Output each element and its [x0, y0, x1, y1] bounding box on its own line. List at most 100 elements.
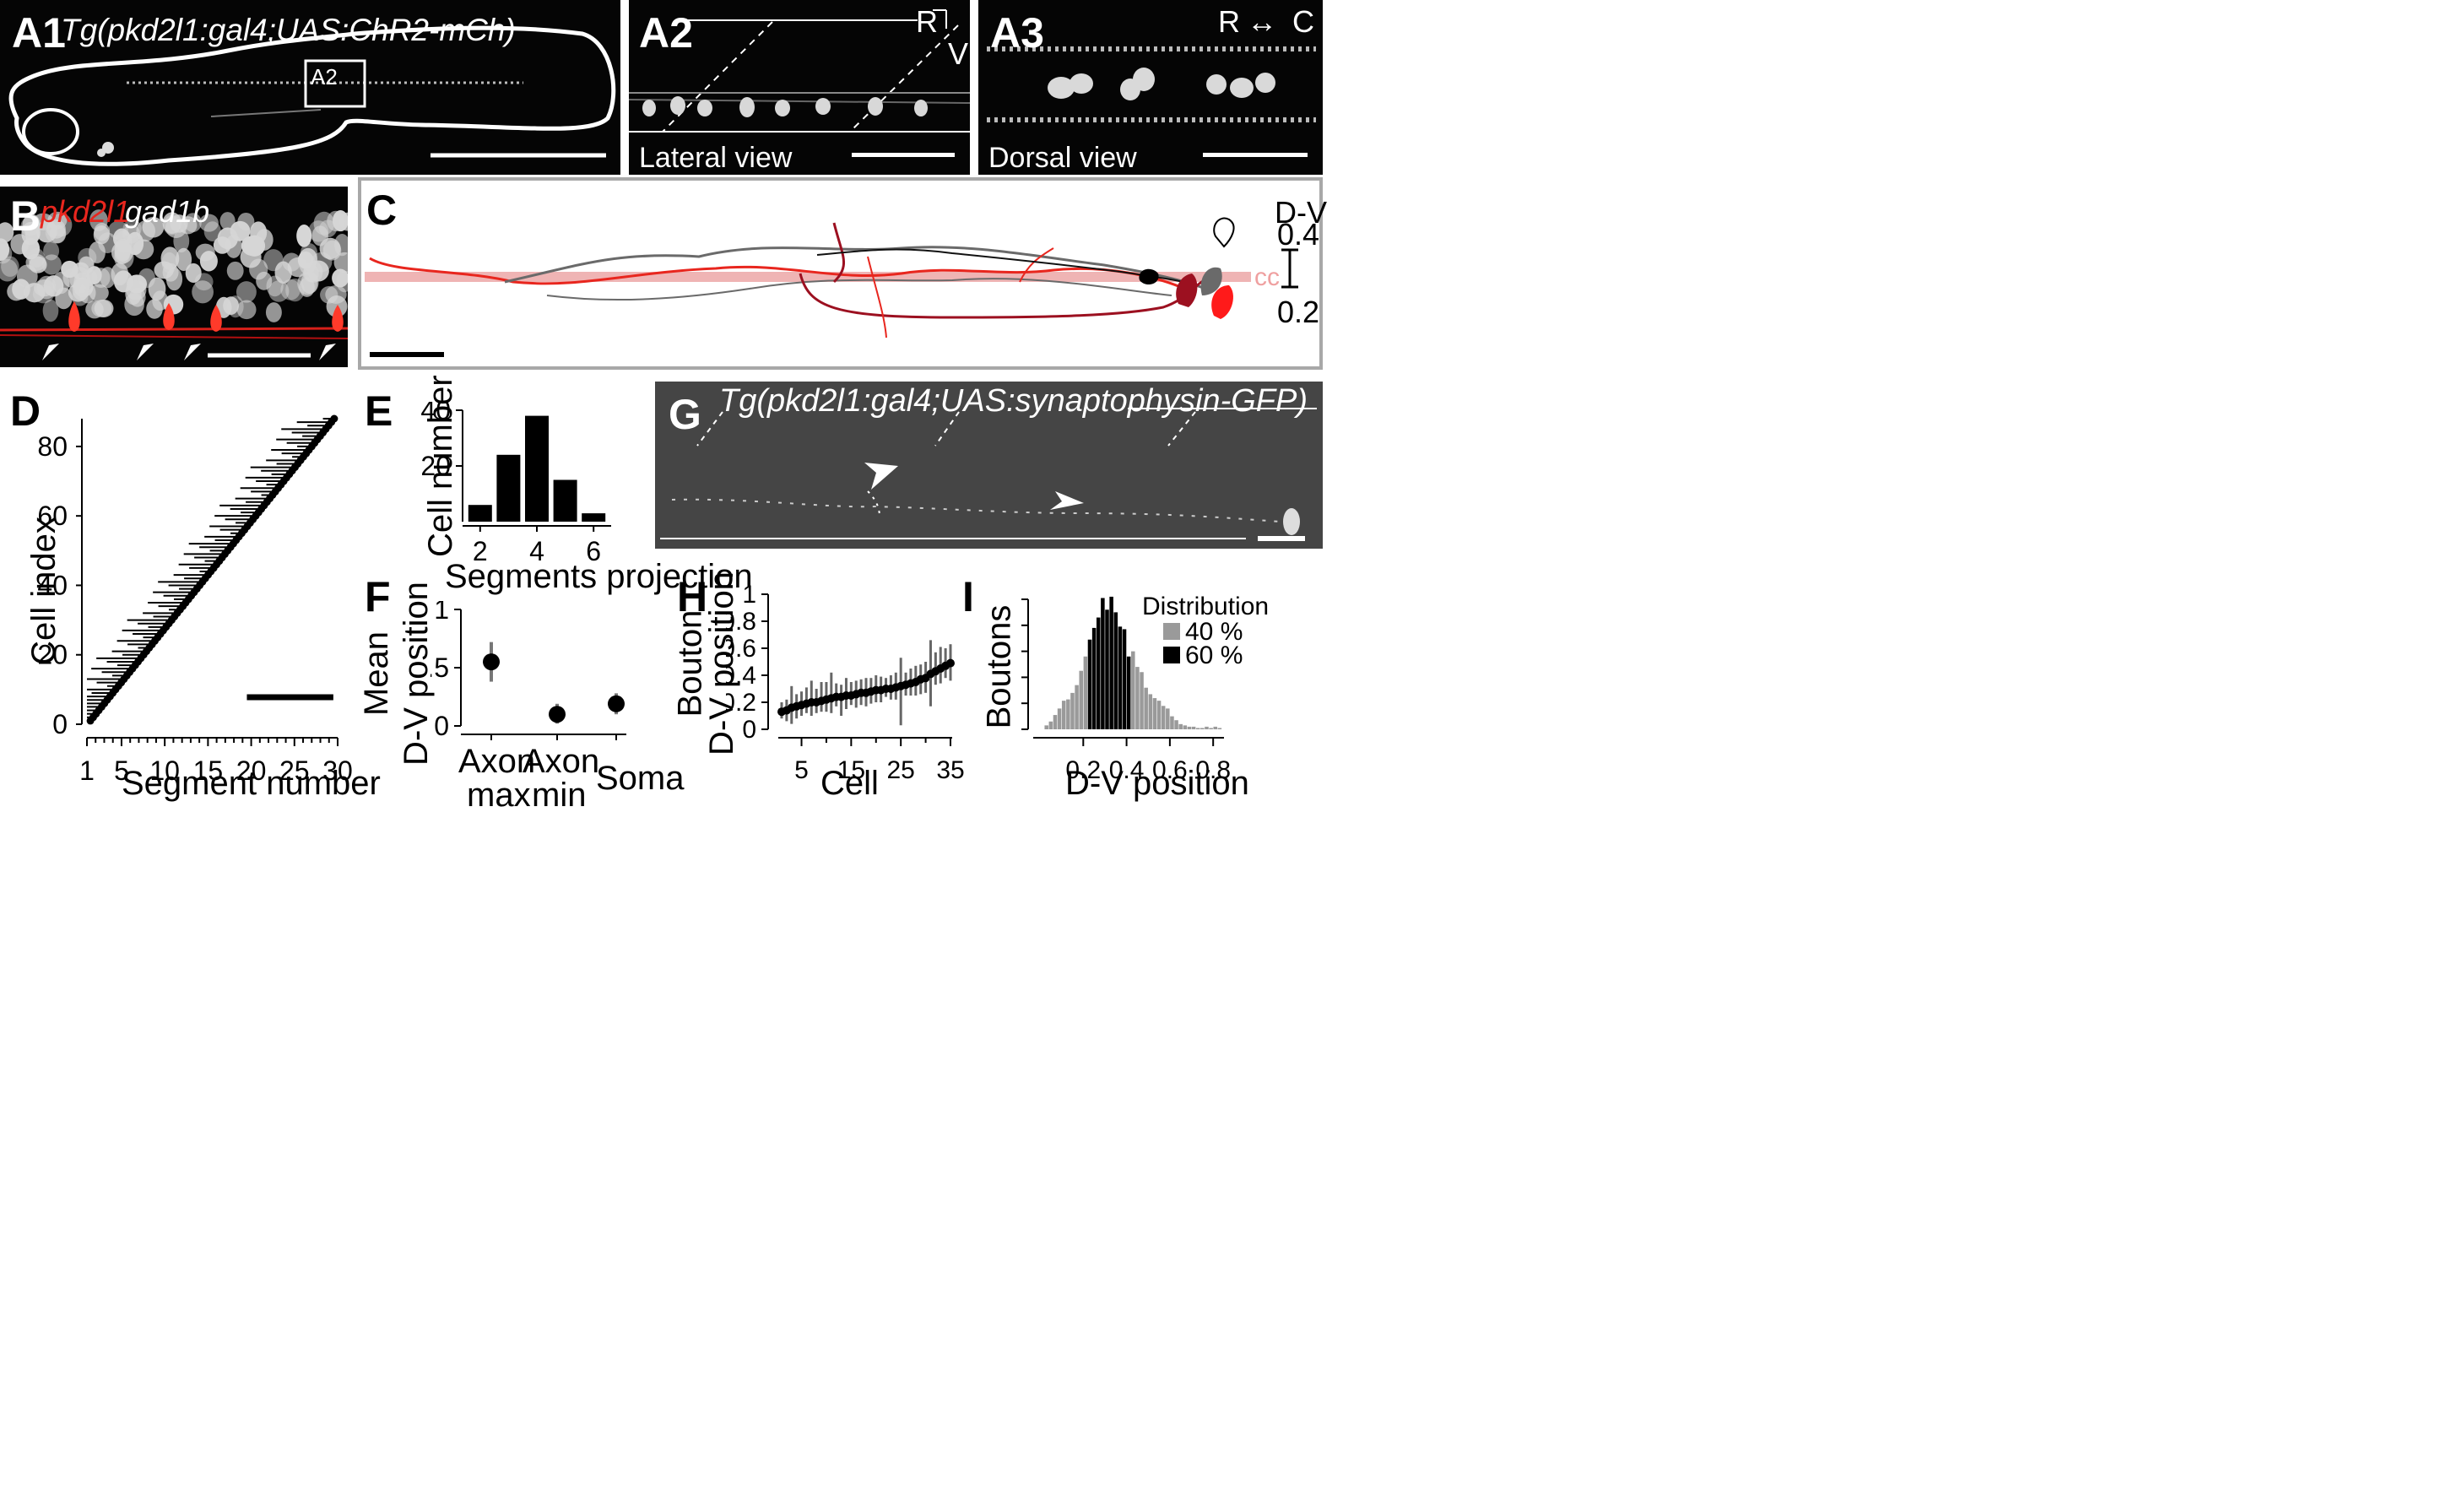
e-bar	[582, 513, 606, 522]
gad1b-nucleus	[227, 295, 244, 318]
panel-label-e: E	[365, 387, 393, 435]
d-xtick-label: 20	[236, 755, 267, 786]
d-xtick-label: 1	[79, 755, 95, 786]
i-bar-40	[1140, 672, 1144, 729]
gad1b-nucleus	[178, 216, 198, 235]
gad1b-nucleus	[236, 300, 257, 320]
d-xtick-label: 15	[193, 755, 224, 786]
i-bar-40	[1187, 726, 1192, 729]
dv-title: D-V	[1275, 195, 1327, 230]
i-bar-40	[1161, 706, 1166, 729]
gad1b-nucleus	[0, 258, 19, 282]
chart-d: 0 20 40 60 80 1 5 10 15 20 25 30	[37, 414, 353, 786]
cc-label: cc	[1254, 263, 1280, 291]
i-bar-40	[1066, 699, 1070, 729]
i-bar-40	[1170, 716, 1174, 729]
e-bar	[553, 479, 577, 522]
gad1b-nucleus	[16, 264, 38, 289]
panel-title-a1: Tg(pkd2l1:gal4;UAS:ChR2-mCh)	[61, 13, 516, 47]
d-cell-point	[330, 414, 338, 423]
i-bar-60	[1096, 617, 1101, 729]
d-ytick-label: 0	[52, 709, 68, 739]
e-ytick-label: 40	[420, 402, 451, 425]
d-ytick-label: 40	[37, 570, 68, 600]
gad1b-nucleus	[173, 230, 190, 253]
i-bar-40	[1200, 728, 1205, 729]
gad1b-nucleus	[308, 220, 329, 242]
gad1b-nucleus	[81, 268, 98, 287]
f-cat1a: Axon	[458, 743, 536, 780]
view-label-dorsal: Dorsal view	[988, 142, 1137, 174]
i-bar-40	[1213, 726, 1218, 729]
dv-top-value: 0.4	[1277, 217, 1320, 252]
i-bar-60	[1113, 612, 1118, 729]
panel-label-g: G	[669, 391, 701, 438]
panel-label-d: D	[10, 387, 41, 435]
i-bar-40	[1178, 723, 1183, 729]
gad1b-nucleus	[91, 268, 111, 289]
i-bar-40	[1183, 725, 1188, 729]
h-xtick-label: 25	[886, 756, 914, 784]
f-ytick-label: 1	[434, 601, 449, 625]
larva-outline	[8, 25, 616, 166]
gad1b-nucleus	[42, 299, 59, 322]
i-bar-40	[1053, 715, 1058, 729]
i-bar-40	[1205, 726, 1209, 729]
panel-label-a1: A1	[12, 9, 66, 57]
gad1b-nucleus	[10, 234, 30, 255]
scale-bar-a2	[852, 153, 955, 157]
gene-label-pkd2l1: pkd2l1	[41, 194, 131, 229]
gad1b-nucleus	[296, 225, 312, 247]
i-bar-40	[1070, 692, 1075, 729]
d-xtick-label: 10	[149, 755, 180, 786]
gad1b-nucleus	[111, 263, 129, 286]
axis-v-label: V	[948, 36, 969, 71]
inset-box-label: A2	[311, 64, 338, 89]
i-bar-40	[1191, 726, 1196, 729]
h-xtick-label: 5	[794, 756, 809, 784]
i-bar-40	[1048, 721, 1053, 729]
gad1b-nucleus	[7, 282, 26, 301]
panel-a3: A3 R ↔ C Dorsal view	[978, 0, 1323, 175]
f-cat2a: Axon	[523, 743, 600, 780]
panel-label-h: H	[677, 573, 708, 620]
e-ylabel: Cell number	[422, 375, 459, 557]
h-ytick-label: 1	[742, 582, 756, 609]
gad1b-nucleus	[327, 210, 345, 232]
e-bar	[468, 505, 492, 522]
b-image	[0, 209, 348, 360]
i-bar-40	[1209, 728, 1213, 729]
i-bar-60	[1091, 627, 1097, 729]
gad1b-nucleus	[226, 261, 244, 280]
gene-label-gad1b: gad1b	[125, 194, 210, 229]
g-image	[660, 408, 1317, 541]
d-xlabel: Segment number	[122, 765, 381, 802]
i-bar-60	[1101, 598, 1105, 729]
panel-b: B pkd2l1 gad1b	[0, 187, 348, 367]
panel-label-a2: A2	[639, 9, 693, 57]
i-bar-60	[1126, 656, 1131, 729]
gad1b-nucleus	[241, 236, 263, 257]
gad1b-nucleus	[332, 268, 348, 288]
h-ylabel-line2: D-V position	[702, 571, 740, 755]
f-ytick-label: 0	[434, 711, 449, 741]
i-bar-40	[1144, 687, 1148, 729]
i-bar-40	[1075, 685, 1079, 729]
i-bar-40	[1166, 708, 1170, 729]
gad1b-nucleus	[112, 228, 131, 249]
panel-title-g: Tg(pkd2l1:gal4;UAS:synaptophysin-GFP)	[719, 383, 1308, 419]
d-ytick-label: 80	[37, 431, 68, 462]
gad1b-nucleus	[185, 263, 202, 283]
dorsal-spinal-cord	[987, 46, 1316, 122]
i-xtick-label: 0.2	[1065, 756, 1101, 784]
dv-bottom-value: 0.2	[1277, 295, 1320, 329]
i-bar-40	[1156, 701, 1162, 729]
csf-cn-somata	[642, 96, 928, 117]
panel-g: G Tg(pkd2l1:gal4;UAS:synaptophysin-GFP)	[655, 382, 1323, 549]
i-bar-40	[1131, 651, 1135, 729]
h-xtick-label: 15	[837, 756, 865, 784]
c-tracings	[365, 217, 1298, 357]
i-bar-40	[1044, 725, 1048, 729]
gad1b-nucleus	[138, 268, 155, 289]
d-ylabel: Cell index	[24, 517, 62, 665]
